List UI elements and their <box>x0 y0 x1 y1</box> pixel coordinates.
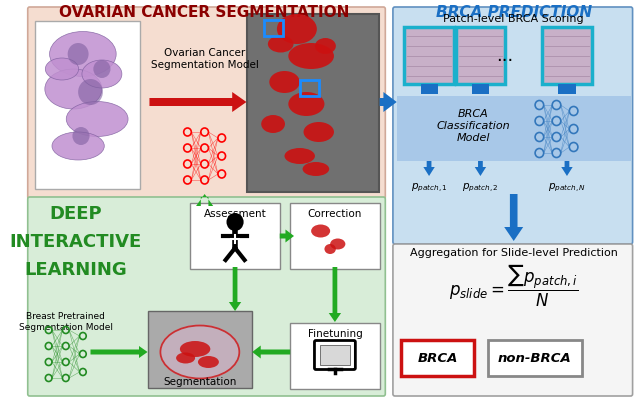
Text: Aggregation for Slide-level Prediction: Aggregation for Slide-level Prediction <box>410 248 618 258</box>
Text: $p_{slide} = \dfrac{\sum p_{patch,i}}{N}$: $p_{slide} = \dfrac{\sum p_{patch,i}}{N}… <box>449 263 579 309</box>
Text: BRCA: BRCA <box>417 351 458 364</box>
Text: $p_{patch,1}$: $p_{patch,1}$ <box>411 182 447 194</box>
Polygon shape <box>329 267 341 322</box>
FancyBboxPatch shape <box>290 323 380 389</box>
Ellipse shape <box>303 122 334 142</box>
Text: OVARIAN CANCER SEGMENTATION: OVARIAN CANCER SEGMENTATION <box>60 5 350 20</box>
Text: INTERACTIVE: INTERACTIVE <box>9 233 141 251</box>
Ellipse shape <box>45 58 79 80</box>
Polygon shape <box>150 92 246 112</box>
Circle shape <box>93 60 111 78</box>
Ellipse shape <box>82 60 122 88</box>
Ellipse shape <box>268 36 294 53</box>
Ellipse shape <box>288 43 334 69</box>
Ellipse shape <box>277 14 317 44</box>
Polygon shape <box>196 194 213 206</box>
Polygon shape <box>90 346 148 358</box>
FancyBboxPatch shape <box>393 7 632 244</box>
Text: Correction: Correction <box>308 209 362 219</box>
FancyBboxPatch shape <box>28 7 385 199</box>
FancyBboxPatch shape <box>248 14 379 192</box>
Text: DEEP: DEEP <box>49 205 102 223</box>
Polygon shape <box>561 161 573 176</box>
FancyBboxPatch shape <box>401 340 474 376</box>
Polygon shape <box>504 194 524 241</box>
FancyBboxPatch shape <box>35 21 140 189</box>
Polygon shape <box>475 161 486 176</box>
Text: Breast Pretrained
Segmentation Model: Breast Pretrained Segmentation Model <box>19 312 113 332</box>
Ellipse shape <box>159 324 240 379</box>
Text: Patch-level BRCA Scoring: Patch-level BRCA Scoring <box>444 14 584 24</box>
Polygon shape <box>229 267 241 311</box>
Ellipse shape <box>180 341 211 357</box>
Ellipse shape <box>330 238 346 250</box>
FancyBboxPatch shape <box>28 197 385 396</box>
FancyBboxPatch shape <box>148 311 252 388</box>
Ellipse shape <box>285 148 315 164</box>
Ellipse shape <box>52 132 104 160</box>
Polygon shape <box>423 161 435 176</box>
Text: Assessment: Assessment <box>204 209 266 219</box>
Text: Ovarian Cancer
Segmentation Model: Ovarian Cancer Segmentation Model <box>150 48 259 70</box>
Text: Finetuning: Finetuning <box>308 329 362 339</box>
Ellipse shape <box>67 101 128 137</box>
FancyBboxPatch shape <box>542 27 592 84</box>
Ellipse shape <box>45 69 102 109</box>
Circle shape <box>78 79 103 105</box>
FancyBboxPatch shape <box>559 84 575 94</box>
Ellipse shape <box>315 38 336 54</box>
Text: BRCA
Classification
Model: BRCA Classification Model <box>436 109 510 143</box>
Circle shape <box>68 43 88 65</box>
FancyBboxPatch shape <box>420 84 438 94</box>
FancyBboxPatch shape <box>393 244 632 396</box>
Ellipse shape <box>198 356 219 368</box>
Polygon shape <box>380 92 397 112</box>
Text: $p_{patch,2}$: $p_{patch,2}$ <box>462 182 499 194</box>
Text: $p_{patch,N}$: $p_{patch,N}$ <box>548 182 586 194</box>
Text: ...: ... <box>497 47 514 65</box>
Ellipse shape <box>288 92 324 116</box>
Ellipse shape <box>269 71 300 93</box>
Text: BRCA PREDICTION: BRCA PREDICTION <box>436 5 592 20</box>
FancyBboxPatch shape <box>472 84 489 94</box>
Ellipse shape <box>303 162 329 176</box>
Text: Segmentation: Segmentation <box>163 377 237 387</box>
Polygon shape <box>252 345 290 358</box>
Ellipse shape <box>176 353 195 364</box>
FancyBboxPatch shape <box>456 27 505 84</box>
Ellipse shape <box>261 115 285 133</box>
Ellipse shape <box>311 225 330 238</box>
FancyBboxPatch shape <box>397 96 630 161</box>
FancyBboxPatch shape <box>314 341 355 370</box>
FancyBboxPatch shape <box>404 27 454 84</box>
FancyBboxPatch shape <box>488 340 582 376</box>
Circle shape <box>227 213 244 231</box>
FancyBboxPatch shape <box>290 203 380 269</box>
Ellipse shape <box>324 244 336 254</box>
FancyBboxPatch shape <box>320 345 350 365</box>
FancyBboxPatch shape <box>190 203 280 269</box>
Text: LEARNING: LEARNING <box>24 261 127 279</box>
Ellipse shape <box>50 32 116 76</box>
Polygon shape <box>280 229 294 242</box>
Circle shape <box>72 127 90 145</box>
Text: non-BRCA: non-BRCA <box>498 351 572 364</box>
